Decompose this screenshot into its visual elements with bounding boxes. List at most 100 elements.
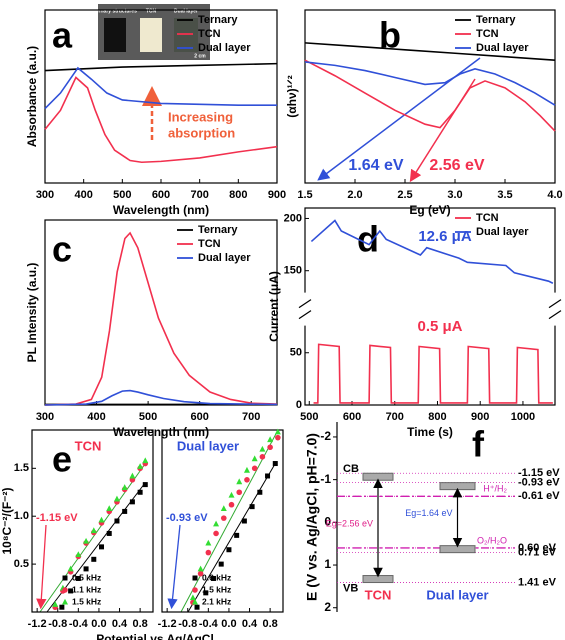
y-tick-label: -1 [320,472,331,486]
x-tick-label: 600 [190,411,208,423]
legend-label: Ternary [198,224,238,236]
legend-label: TCN [198,28,221,40]
inset-scale: 2 cm [194,53,206,59]
marker [192,598,198,605]
line [44,66,277,110]
x-tick-label: 0.0 [221,618,236,630]
legend-label: 0.6 kHz [202,572,231,582]
x-tick-label: 0.0 [91,618,106,630]
inset-label: TCN [146,8,157,14]
legend-label: Dual layer [476,42,529,54]
marker [90,527,97,534]
inset-label: Ternary structures [93,8,137,14]
y-axis-label: E (V vs. Ag/AgCl, pH=7.0) [304,433,320,601]
level-label: -0.93 eV [518,477,560,489]
x-tick-label: 4.0 [547,189,562,201]
line [304,59,556,132]
band-name: Dual layer [426,587,488,602]
marker [213,520,220,527]
cb-label: CB [343,463,359,475]
marker [52,601,59,607]
plot-frame [31,429,154,613]
marker [62,587,68,593]
marker [220,505,227,512]
break-mark [298,299,312,309]
x-tick-label: 3.0 [447,189,462,201]
level-label: 1.41 eV [518,576,557,588]
y-axis-label: (αhν)¹ᐟ² [285,75,299,117]
marker [251,465,258,472]
panel-letter: c [52,229,72,270]
axis-break [302,292,308,326]
x-tick-label: 500 [300,411,318,423]
marker [91,556,97,562]
panel-letter: d [357,219,379,260]
x-axis-label: Wavelength (nm) [113,425,209,439]
annotation: TCN [75,438,102,453]
band-name: TCN [365,587,392,602]
plot-frame [161,429,284,613]
x-tick-label: 400 [87,411,105,423]
y-tick-label: 1.5 [14,462,29,474]
marker [244,477,250,483]
x-tick-label: 1.5 [297,189,312,201]
marker [213,530,219,537]
marker [99,544,105,550]
x-tick-label: 300 [36,189,54,201]
marker [243,466,250,473]
marker [257,489,263,495]
marker [205,539,212,546]
marker [129,472,136,479]
y-axis-label: 10⁸C⁻²/(F⁻²) [0,487,14,554]
x-axis-label: Potential vs Ag/AgCl [96,632,214,640]
panel-letter: f [472,424,485,465]
marker [251,455,258,462]
annotation: 12.6 μA [418,228,472,245]
y-axis-label: PL Intensity (a.u.) [25,263,39,363]
panel-letter: b [379,15,401,56]
break-mark [548,310,562,320]
x-tick-label: 2.5 [397,189,412,201]
marker [189,594,196,601]
marker [83,537,90,544]
y-tick-label: 0.5 [14,558,29,570]
x-axis-label: Wavelength (nm) [113,203,209,217]
line [44,389,278,406]
marker [267,444,273,451]
marker [228,501,235,508]
line [304,61,556,106]
inset-photo [98,4,210,60]
legend-label: 0.5 kHz [72,572,101,582]
marker [228,491,235,498]
arrow [167,524,181,610]
marker [249,504,255,510]
marker [220,515,227,521]
x-tick-label: 0.4 [112,618,128,630]
y-tick-label: 2 [324,600,331,614]
vb-bar [362,575,394,584]
x-tick-label: 1000 [511,411,535,423]
panel-letter: a [52,15,73,56]
break-mark [548,299,562,309]
annotation: -0.93 eV [166,512,208,524]
x-tick-label: 800 [229,189,247,201]
marker [236,489,243,496]
y-tick-label: 0 [324,515,331,529]
cb-bar [362,472,394,481]
eg-label: Eg=1.64 eV [405,508,452,518]
vb-bar [439,545,476,554]
x-tick-label: -0.4 [69,618,89,630]
marker [259,445,266,452]
x-tick-label: -0.8 [178,618,197,630]
legend-label: 2.1 kHz [202,596,231,606]
y-tick-label: 150 [284,265,302,277]
y-tick-label: 1 [324,557,331,571]
y-tick-label: 200 [284,212,302,224]
level-label: -1.15 eV [518,467,560,479]
marker [192,575,198,581]
level-label: 0.60 eV [518,542,557,554]
inset-label: Dual layer [174,8,198,14]
marker [75,575,81,581]
marker [234,532,240,538]
